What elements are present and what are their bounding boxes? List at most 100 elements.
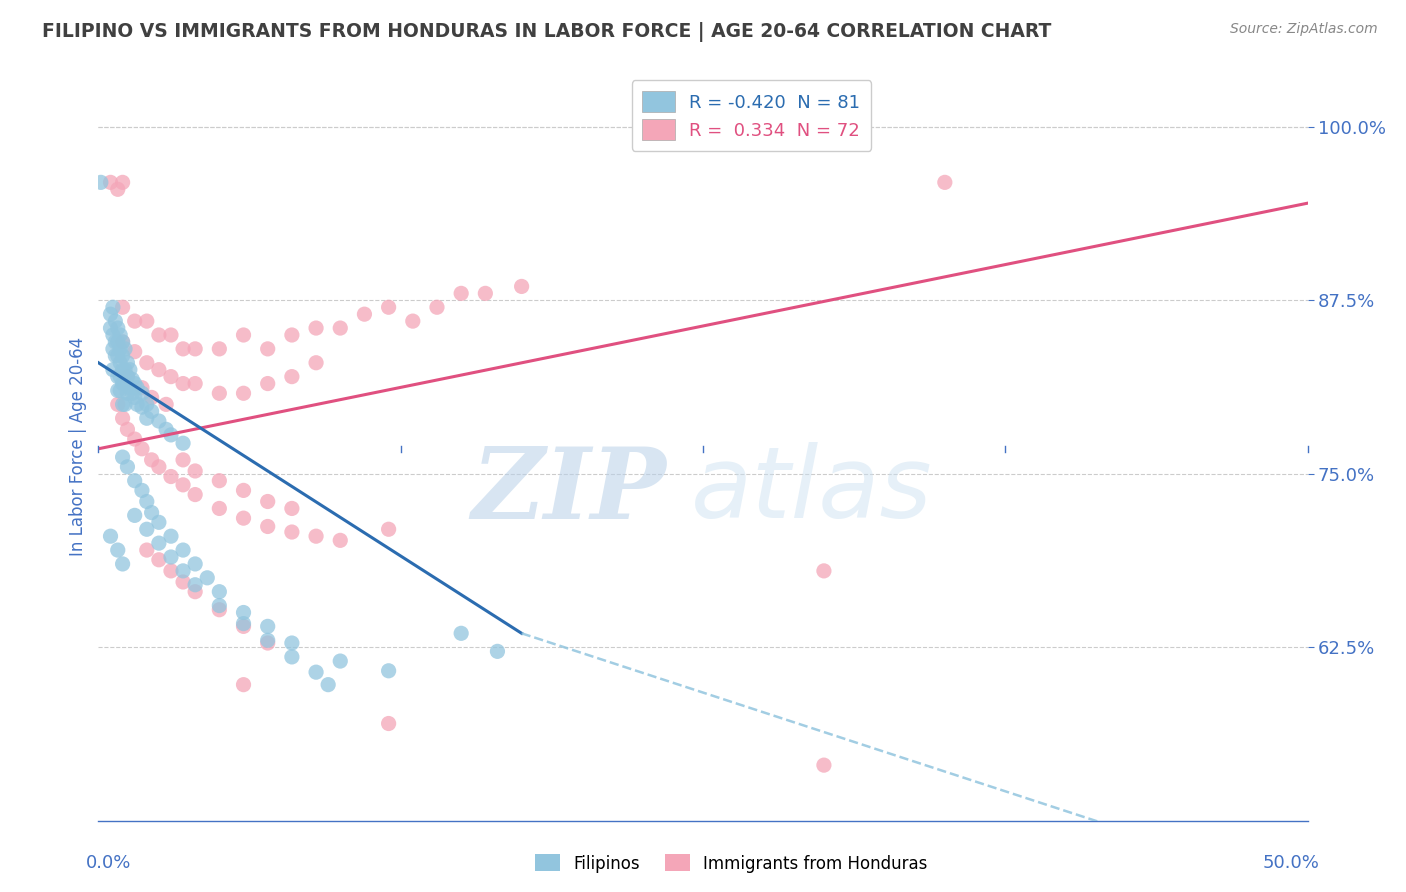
Point	[117, 369, 139, 384]
Point	[208, 584, 231, 599]
Point	[155, 397, 177, 411]
Point	[148, 459, 170, 474]
Point	[148, 553, 170, 567]
Point	[135, 494, 157, 508]
Point	[124, 474, 146, 488]
Point	[281, 524, 304, 539]
Point	[281, 328, 304, 343]
Point	[131, 386, 153, 401]
Point	[111, 334, 134, 349]
Point	[107, 321, 129, 335]
Point	[124, 314, 146, 328]
Point	[117, 369, 139, 384]
Point	[124, 391, 146, 405]
Point	[256, 619, 278, 633]
Point	[131, 381, 153, 395]
Point	[124, 432, 146, 446]
Point	[184, 464, 207, 478]
Point	[160, 469, 183, 483]
Point	[108, 328, 131, 343]
Point	[305, 665, 328, 680]
Point	[208, 474, 231, 488]
Point	[377, 664, 399, 678]
Point	[377, 522, 399, 536]
Point	[127, 381, 149, 395]
Point	[281, 369, 304, 384]
Point	[107, 349, 129, 363]
Point	[172, 342, 194, 356]
Point	[184, 557, 207, 571]
Point	[135, 397, 157, 411]
Point	[114, 342, 136, 356]
Point	[281, 501, 304, 516]
Point	[135, 314, 157, 328]
Point	[305, 356, 328, 370]
Point	[114, 376, 136, 391]
Point	[232, 386, 254, 401]
Point	[117, 386, 139, 401]
Point	[172, 574, 194, 589]
Legend: R = -0.420  N = 81, R =  0.334  N = 72: R = -0.420 N = 81, R = 0.334 N = 72	[631, 80, 872, 151]
Point	[155, 422, 177, 436]
Point	[107, 543, 129, 558]
Point	[118, 362, 141, 376]
Point	[377, 300, 399, 314]
Point	[104, 349, 127, 363]
Point	[305, 529, 328, 543]
Text: atlas: atlas	[690, 442, 932, 540]
Point	[329, 321, 352, 335]
Point	[208, 386, 231, 401]
Point	[172, 543, 194, 558]
Point	[131, 483, 153, 498]
Point	[107, 397, 129, 411]
Point	[135, 522, 157, 536]
Point	[100, 307, 122, 321]
Point	[232, 606, 254, 620]
Point	[160, 564, 183, 578]
Point	[101, 300, 124, 314]
Point	[108, 356, 131, 370]
Point	[184, 487, 207, 501]
Point	[135, 411, 157, 425]
Point	[111, 397, 134, 411]
Point	[111, 557, 134, 571]
Point	[148, 516, 170, 530]
Point	[104, 334, 127, 349]
Point	[184, 376, 207, 391]
Point	[100, 175, 122, 189]
Point	[124, 376, 146, 391]
Point	[160, 369, 183, 384]
Point	[160, 529, 183, 543]
Point	[135, 356, 157, 370]
Point	[108, 369, 131, 384]
Point	[256, 633, 278, 648]
Point	[256, 494, 278, 508]
Point	[148, 414, 170, 428]
Point	[934, 175, 956, 189]
Point	[353, 307, 375, 321]
Point	[232, 483, 254, 498]
Point	[111, 376, 134, 391]
Point	[232, 619, 254, 633]
Point	[101, 328, 124, 343]
Point	[208, 599, 231, 613]
Point	[256, 636, 278, 650]
Y-axis label: In Labor Force | Age 20-64: In Labor Force | Age 20-64	[69, 336, 87, 556]
Point	[101, 342, 124, 356]
Point	[90, 175, 112, 189]
Point	[117, 459, 139, 474]
Point	[111, 411, 134, 425]
Point	[107, 369, 129, 384]
Point	[208, 342, 231, 356]
Point	[450, 626, 472, 640]
Point	[402, 314, 425, 328]
Point	[114, 397, 136, 411]
Point	[184, 342, 207, 356]
Point	[111, 334, 134, 349]
Point	[108, 384, 131, 398]
Point	[141, 404, 163, 418]
Point	[111, 349, 134, 363]
Point	[141, 453, 163, 467]
Point	[281, 649, 304, 664]
Point	[124, 344, 146, 359]
